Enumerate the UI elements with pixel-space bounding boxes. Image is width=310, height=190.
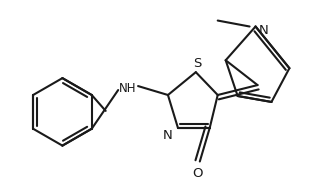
Text: N: N	[163, 129, 173, 142]
Text: NH: NH	[119, 82, 137, 95]
Text: N: N	[259, 24, 268, 37]
Text: S: S	[194, 57, 202, 70]
Text: O: O	[193, 167, 203, 180]
